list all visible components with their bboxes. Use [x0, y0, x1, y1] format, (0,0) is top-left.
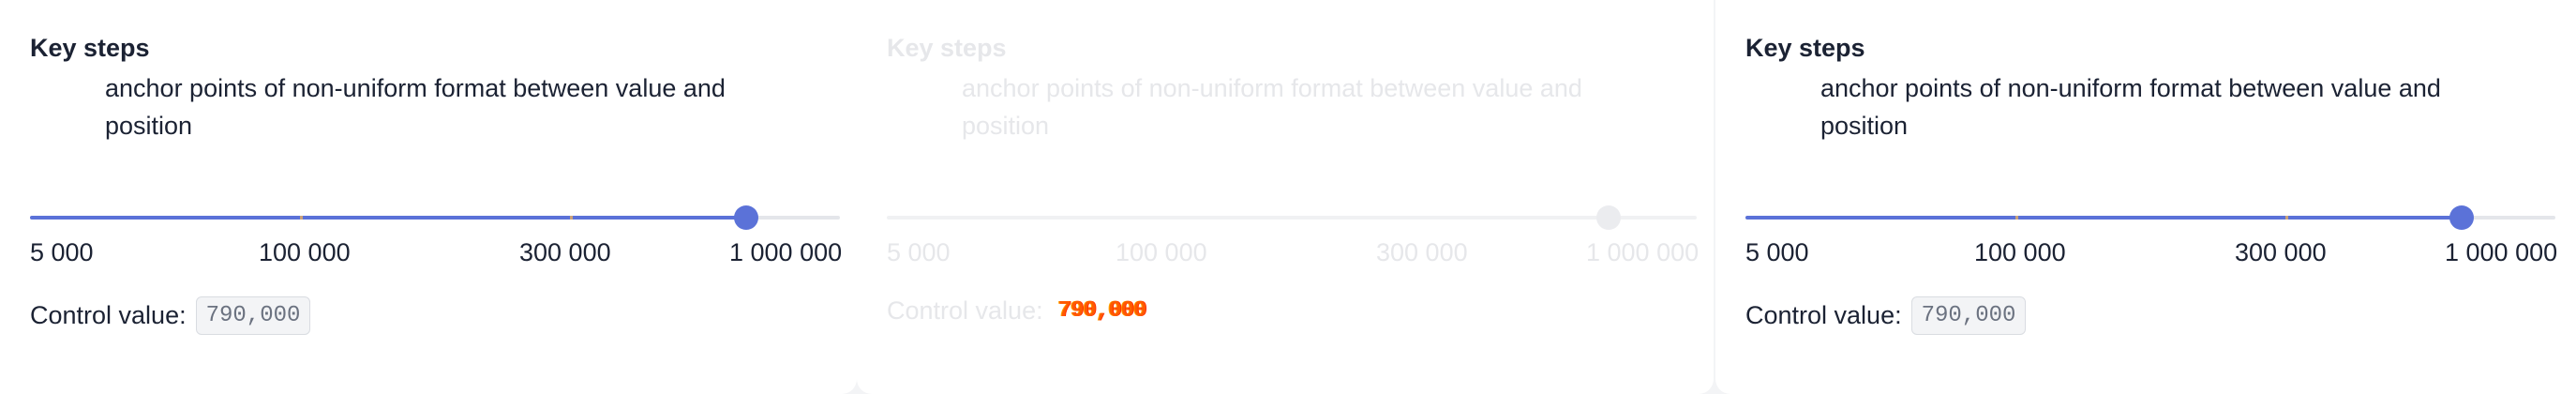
tick-label: 5 000	[30, 238, 94, 266]
slider-panel-3: Key steps anchor points of non-uniform f…	[1715, 0, 2576, 394]
control-value-row: Control value: 790,000	[887, 296, 1151, 326]
control-value-label: Control value:	[30, 301, 187, 329]
panel-description: anchor points of non-uniform format betw…	[962, 74, 1582, 140]
step-marker	[2015, 216, 2018, 220]
tick-label: 300 000	[1376, 238, 1468, 266]
tick-label: 1 000 000	[1586, 238, 1700, 266]
slider-panel-2-disabled: Key steps anchor points of non-uniform f…	[857, 0, 1714, 394]
step-marker	[570, 216, 573, 220]
tick-label: 1 000 000	[2445, 238, 2558, 266]
slider-thumb[interactable]	[734, 205, 758, 230]
control-value-row: Control value: 790,000	[1745, 296, 2027, 335]
panel-description: anchor points of non-uniform format betw…	[105, 74, 726, 140]
slider-track[interactable]	[30, 205, 840, 230]
tick-label: 300 000	[2235, 238, 2327, 266]
step-marker	[300, 216, 303, 220]
control-value-row: Control value: 790,000	[30, 296, 311, 335]
tick-label: 5 000	[1745, 238, 1809, 266]
tick-label: 300 000	[519, 238, 611, 266]
slider-track[interactable]	[1745, 205, 2555, 230]
panel-title: Key steps	[30, 34, 150, 62]
control-value-badge: 790,000	[195, 296, 311, 335]
panel-title: Key steps	[887, 34, 1007, 62]
slider-panel-1: Key steps anchor points of non-uniform f…	[0, 0, 857, 394]
slider-fill	[30, 216, 746, 220]
tick-label: 1 000 000	[729, 238, 843, 266]
tick-label: 100 000	[1116, 238, 1207, 266]
tick-label: 100 000	[259, 238, 351, 266]
slider-thumb[interactable]	[2449, 205, 2474, 230]
slider-thumb	[1596, 205, 1621, 230]
tick-label: 5 000	[887, 238, 951, 266]
panel-description: anchor points of non-uniform format betw…	[1820, 74, 2441, 140]
step-marker	[2285, 216, 2288, 220]
slider-track	[887, 205, 1697, 230]
tick-label: 100 000	[1974, 238, 2066, 266]
control-value-label: Control value:	[1745, 301, 1902, 329]
control-value-badge: 790,000	[1057, 298, 1147, 324]
slider-fill	[1745, 216, 2462, 220]
panel-title: Key steps	[1745, 34, 1865, 62]
control-value-label: Control value:	[887, 296, 1043, 325]
control-value-badge: 790,000	[1910, 296, 2027, 335]
